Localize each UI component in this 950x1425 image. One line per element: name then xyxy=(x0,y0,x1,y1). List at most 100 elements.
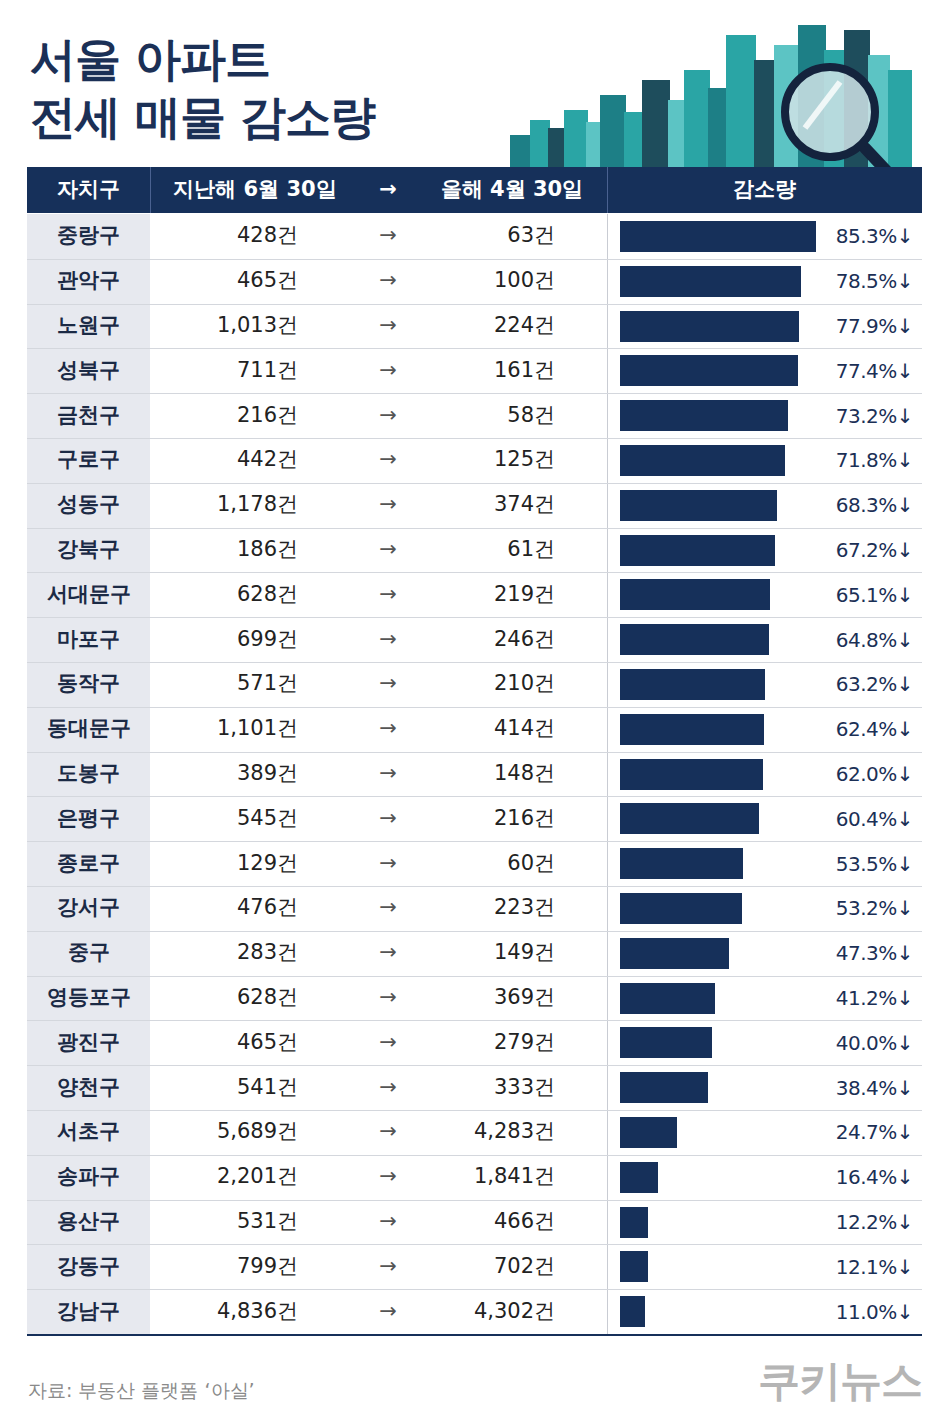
title: 서울 아파트전세 매물 감소량 xyxy=(30,30,375,146)
from-count: 186건 xyxy=(237,539,298,560)
column-header: 올해 4월 30일 xyxy=(441,179,583,200)
from-count: 799건 xyxy=(237,1256,298,1277)
data-label: 65.1%↓ xyxy=(836,585,913,605)
magnifier-glass xyxy=(785,67,875,157)
bar xyxy=(620,938,729,969)
row-line xyxy=(27,393,922,394)
data-label: 53.5%↓ xyxy=(836,854,913,874)
row-line xyxy=(27,1244,922,1245)
to-count: 246건 xyxy=(494,629,555,650)
building xyxy=(530,120,550,168)
bar xyxy=(620,445,785,476)
district-label: 양천구 xyxy=(57,1077,120,1098)
arrow: → xyxy=(379,942,397,963)
to-count: 4,302건 xyxy=(474,1301,555,1322)
district-label: 은평구 xyxy=(57,808,120,829)
arrow: → xyxy=(379,1301,397,1322)
bar xyxy=(620,1162,658,1193)
from-count: 541건 xyxy=(237,1077,298,1098)
source: 자료: 부동산 플랫폼 ‘아실’ xyxy=(28,1381,255,1400)
header-divider xyxy=(607,167,608,213)
from-count: 5,689건 xyxy=(217,1121,298,1142)
from-count: 442건 xyxy=(237,449,298,470)
row-line xyxy=(27,348,922,349)
data-label: 62.4%↓ xyxy=(836,719,913,739)
from-count: 1,101건 xyxy=(217,718,298,739)
district-label: 성북구 xyxy=(57,360,120,381)
building xyxy=(708,88,728,168)
from-count: 129건 xyxy=(237,853,298,874)
arrow: → xyxy=(379,360,397,381)
arrow: → xyxy=(379,449,397,470)
data-label: 41.2%↓ xyxy=(836,988,913,1008)
column-header: → xyxy=(379,179,397,200)
bar xyxy=(620,355,798,386)
bar xyxy=(620,1072,708,1103)
district-label: 중구 xyxy=(68,942,110,963)
district-label: 동작구 xyxy=(57,673,120,694)
data-label: 67.2%↓ xyxy=(836,540,913,560)
from-count: 2,201건 xyxy=(217,1166,298,1187)
brand: 쿠키뉴스 xyxy=(758,1360,922,1402)
district-label: 강북구 xyxy=(57,539,120,560)
arrow: → xyxy=(379,763,397,784)
building xyxy=(624,112,644,168)
row-line xyxy=(27,1020,922,1021)
data-label: 73.2%↓ xyxy=(836,406,913,426)
district-label: 성동구 xyxy=(57,494,120,515)
data-label: 12.1%↓ xyxy=(836,1257,913,1277)
district-label: 송파구 xyxy=(57,1166,120,1187)
district-label: 도봉구 xyxy=(57,763,120,784)
from-count: 699건 xyxy=(237,629,298,650)
row-line xyxy=(27,528,922,529)
to-count: 100건 xyxy=(494,270,555,291)
from-count: 476건 xyxy=(237,897,298,918)
data-label: 71.8%↓ xyxy=(836,450,913,470)
district-label: 구로구 xyxy=(57,449,120,470)
row-line xyxy=(27,483,922,484)
from-count: 283건 xyxy=(237,942,298,963)
to-count: 369건 xyxy=(494,987,555,1008)
data-label: 64.8%↓ xyxy=(836,630,913,650)
district-label: 금천구 xyxy=(57,405,120,426)
column-header: 자치구 xyxy=(57,179,120,200)
arrow: → xyxy=(379,270,397,291)
bar xyxy=(620,1117,677,1148)
building xyxy=(754,60,776,168)
to-count: 58건 xyxy=(507,405,555,426)
to-count: 374건 xyxy=(494,494,555,515)
arrow: → xyxy=(379,405,397,426)
arrow: → xyxy=(379,897,397,918)
arrow: → xyxy=(379,539,397,560)
arrow: → xyxy=(379,808,397,829)
building xyxy=(586,122,602,168)
to-count: 148건 xyxy=(494,763,555,784)
data-label: 78.5%↓ xyxy=(836,271,913,291)
district-label: 종로구 xyxy=(57,853,120,874)
district-label: 마포구 xyxy=(57,629,120,650)
building xyxy=(548,128,566,168)
skyline-illustration xyxy=(500,0,920,190)
district-label: 서초구 xyxy=(57,1121,120,1142)
data-label: 53.2%↓ xyxy=(836,898,913,918)
to-count: 279건 xyxy=(494,1032,555,1053)
to-count: 216건 xyxy=(494,808,555,829)
to-count: 333건 xyxy=(494,1077,555,1098)
from-count: 4,836건 xyxy=(217,1301,298,1322)
arrow: → xyxy=(379,1211,397,1232)
row-line xyxy=(27,1065,922,1066)
arrow: → xyxy=(379,225,397,246)
district-label: 강동구 xyxy=(57,1256,120,1277)
chart-root: 서울 아파트전세 매물 감소량자치구지난해 6월 30일→올해 4월 30일감소… xyxy=(0,0,950,1425)
row-line xyxy=(27,796,922,797)
bar xyxy=(620,669,765,700)
arrow: → xyxy=(379,673,397,694)
bar xyxy=(620,759,763,790)
to-count: 466건 xyxy=(494,1211,555,1232)
from-count: 628건 xyxy=(237,987,298,1008)
to-count: 4,283건 xyxy=(474,1121,555,1142)
to-count: 414건 xyxy=(494,718,555,739)
data-label: 77.9%↓ xyxy=(836,316,913,336)
from-count: 1,178건 xyxy=(217,494,298,515)
row-line xyxy=(27,886,922,887)
